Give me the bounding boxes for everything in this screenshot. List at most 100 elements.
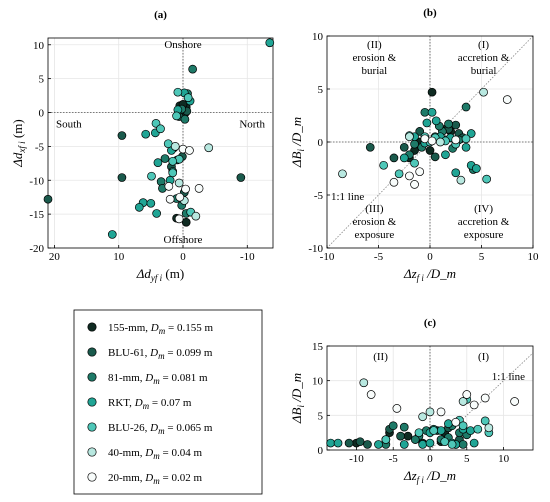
- data-point: [461, 142, 471, 152]
- annotation: 1:1 line: [331, 191, 364, 203]
- data-point: [427, 136, 437, 146]
- data-point: [236, 173, 246, 182]
- data-point: [482, 174, 491, 184]
- y-tick-label: -15: [29, 209, 44, 221]
- data-point: [147, 171, 156, 181]
- data-point: [461, 102, 471, 112]
- y-tick-label: -10: [29, 175, 44, 187]
- data-point: [399, 142, 409, 152]
- x-axis-label: Δdyf i (m): [136, 266, 184, 283]
- y-axis-label: ΔBi /D_m: [289, 117, 306, 168]
- data-point: [447, 440, 457, 449]
- annotation: exposure: [355, 229, 395, 241]
- x-tick-label: -10: [320, 251, 335, 263]
- legend: 155-mm, Dm = 0.155 m BLU-61, Dm = 0.099 m…: [73, 309, 263, 495]
- panel-label: (a): [154, 9, 167, 21]
- annotation: North: [239, 119, 265, 131]
- data-point: [379, 160, 388, 170]
- x-axis-label: Δzf i /D_m: [403, 468, 456, 485]
- data-point: [153, 158, 163, 167]
- data-point: [366, 390, 376, 399]
- y-tick-label: 10: [312, 376, 324, 388]
- data-point: [431, 116, 441, 126]
- data-point: [436, 426, 446, 435]
- data-point: [469, 438, 479, 448]
- annotation: erosion &: [353, 216, 397, 228]
- data-point: [107, 230, 117, 239]
- data-point: [425, 146, 435, 155]
- data-point: [473, 424, 483, 434]
- data-point: [466, 426, 475, 435]
- data-point: [399, 153, 409, 163]
- annotation: (III): [365, 203, 384, 215]
- annotation: exposure: [464, 229, 504, 241]
- annotation: burial: [362, 65, 388, 77]
- x-tick-label: 20: [49, 251, 61, 263]
- x-tick-label: 10: [528, 251, 540, 263]
- data-point: [410, 180, 419, 189]
- data-point: [359, 378, 369, 388]
- data-point: [164, 182, 174, 191]
- legend-marker: [87, 397, 97, 407]
- data-point: [175, 192, 185, 202]
- x-tick-label: -10: [349, 453, 364, 465]
- one-to-one-line: [429, 352, 534, 451]
- legend-entry: 81-mm, Dm = 0.081 m: [108, 372, 208, 386]
- y-tick-label: -5: [35, 141, 45, 153]
- x-axis-label: Δzf i /D_m: [403, 266, 456, 283]
- data-point: [363, 440, 372, 449]
- data-point: [427, 107, 437, 117]
- data-point: [381, 435, 391, 444]
- x-tick-label: 5: [464, 453, 470, 465]
- data-point: [181, 184, 190, 194]
- legend-marker: [87, 447, 97, 457]
- data-point: [183, 93, 193, 102]
- data-point: [472, 164, 481, 173]
- y-axis-label: ΔBi /D_m: [289, 373, 306, 424]
- data-point: [168, 156, 178, 166]
- y-tick-label: -10: [308, 243, 323, 255]
- y-tick-label: 10: [33, 40, 45, 52]
- data-point: [414, 428, 424, 438]
- data-point: [418, 412, 427, 422]
- plot-frame: [47, 37, 274, 249]
- data-point: [456, 175, 466, 185]
- legend-entry: 20-mm, Dm = 0.02 m: [108, 472, 202, 486]
- x-tick-label: 5: [479, 251, 485, 263]
- data-point: [152, 209, 161, 218]
- annotation: erosion &: [353, 52, 397, 64]
- data-point: [405, 171, 414, 181]
- annotation: 1:1 line: [492, 371, 525, 383]
- data-point: [326, 438, 336, 448]
- data-point: [174, 178, 184, 188]
- data-point: [160, 154, 170, 163]
- data-point: [374, 440, 383, 449]
- data-point: [410, 158, 419, 168]
- data-point: [451, 417, 461, 427]
- legend-entry: RKT, Dm = 0.07 m: [108, 397, 192, 411]
- data-point: [389, 153, 399, 163]
- data-point: [458, 440, 468, 449]
- data-point: [435, 137, 445, 147]
- data-point: [388, 421, 398, 431]
- x-tick-label: -10: [240, 251, 255, 263]
- data-point: [392, 404, 402, 413]
- data-point: [415, 167, 425, 177]
- y-tick-label: 5: [318, 410, 324, 422]
- data-point: [422, 118, 432, 128]
- data-point: [394, 169, 404, 179]
- data-point: [427, 87, 437, 97]
- legend-marker: [87, 472, 97, 482]
- panel-label: (c): [424, 317, 437, 329]
- data-point: [173, 87, 183, 97]
- data-point: [480, 393, 490, 403]
- data-point: [461, 134, 471, 144]
- data-point: [344, 438, 354, 448]
- y-tick-label: 0: [318, 137, 324, 149]
- data-point: [265, 38, 275, 48]
- annotation: accretion &: [458, 216, 510, 228]
- data-point: [185, 146, 194, 155]
- annotation: (IV): [474, 203, 493, 215]
- data-point: [436, 407, 446, 417]
